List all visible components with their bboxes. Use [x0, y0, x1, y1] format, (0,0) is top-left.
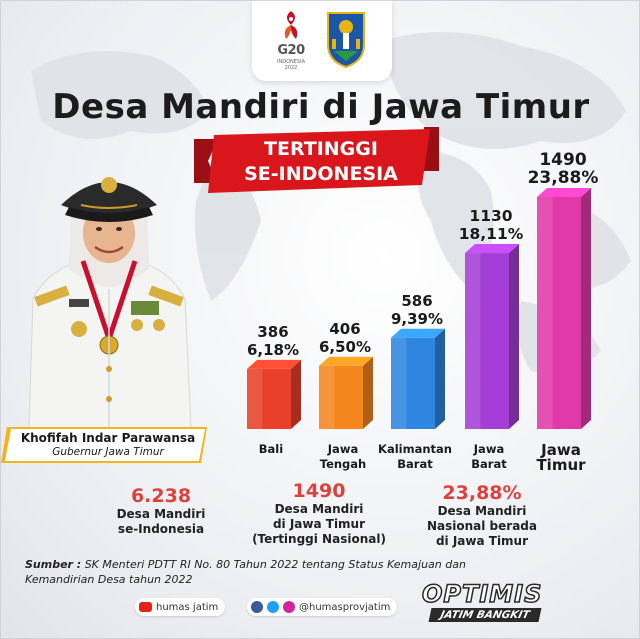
category-label-2-1: Barat	[397, 457, 433, 471]
bar-highlight-1	[319, 365, 335, 429]
stat-3-line-3: di Jawa Timur	[435, 534, 529, 548]
bar-highlight-3	[465, 253, 481, 429]
logo-card: G20 INDONESIA 2022	[252, 1, 392, 81]
category-label-3-1: Barat	[471, 457, 507, 471]
stat-1-line-1: Desa Mandiri	[116, 507, 206, 521]
bar-1	[319, 365, 363, 429]
youtube-handle: humas jatim	[156, 601, 219, 613]
social-pill[interactable]: @humasprovjatim	[247, 598, 398, 616]
bar-value-label-0: 386	[257, 323, 288, 341]
bar-top-2	[391, 328, 445, 338]
source-text: SK Menteri PDTT RI No. 80 Tahun 2022 ten…	[25, 558, 466, 586]
person-role: Gubernur Jawa Timur	[52, 446, 164, 458]
bar-value-label-3: 1130	[469, 207, 512, 225]
bar-side-2	[435, 328, 445, 429]
bar-percent-label-0: 6,18%	[247, 341, 299, 359]
youtube-link[interactable]: humas jatim	[135, 598, 226, 616]
social-handle: @humasprovjatim	[299, 601, 391, 613]
ribbon-text: TERTINGGI SE-INDONESIA	[221, 137, 421, 187]
bar-4	[537, 197, 581, 429]
bar-top-3	[465, 244, 519, 254]
bar-percent-label-2: 9,39%	[391, 310, 443, 328]
ribbon-line-2: SE-INDONESIA	[244, 163, 398, 185]
bar-percent-label-1: 6,50%	[319, 338, 371, 356]
bar-3	[465, 253, 509, 429]
bar-side-3	[509, 244, 519, 429]
person-name: Khofifah Indar Parawansa	[20, 431, 196, 445]
bar-value-label-2: 586	[401, 292, 432, 310]
bar-top-4	[537, 188, 591, 197]
bar-0	[247, 368, 291, 429]
bar-side-4	[581, 188, 591, 429]
category-label-1-1: Tengah	[320, 457, 366, 471]
stat-1-text: Desa Mandiri se-Indonesia	[101, 507, 221, 537]
twitter-icon	[267, 601, 279, 613]
governor-portrait	[28, 177, 192, 429]
bar-top-0	[247, 359, 301, 369]
g20-sub-year: 2022	[284, 65, 298, 71]
page-title: Desa Mandiri di Jawa Timur	[52, 87, 590, 127]
category-label-2-0: Kalimantan	[378, 442, 452, 456]
tagline-sub: JATIM BANGKIT	[428, 608, 542, 622]
stat-2-line-1: Desa Mandiri	[274, 502, 364, 516]
bar-2	[391, 337, 435, 429]
source-label: Sumber :	[25, 558, 82, 571]
name-tag-banner	[1, 427, 207, 463]
category-label-0-0: Bali	[259, 442, 283, 456]
stat-3-line-2: Nasional berada	[426, 519, 537, 533]
bar-highlight-2	[391, 337, 407, 429]
jatim-emblem-icon	[327, 12, 365, 69]
facebook-icon	[251, 601, 263, 613]
stat-1-value: 6.238	[130, 485, 192, 507]
stat-3-line-1: Desa Mandiri	[437, 504, 527, 518]
stat-2-value: 1490	[292, 480, 346, 502]
instagram-icon	[283, 601, 295, 613]
bar-value-label-4: 1490	[539, 150, 586, 170]
ribbon-banner	[194, 127, 439, 193]
g20-label: G20	[277, 43, 305, 58]
bar-percent-label-4: 23,88%	[528, 168, 599, 188]
tagline-main: OPTIMIS	[421, 579, 543, 609]
bar-side-1	[363, 356, 373, 429]
g20-emblem-icon	[284, 11, 298, 39]
category-label-4-0: Jawa	[540, 441, 581, 459]
stat-2-text: Desa Mandiri di Jawa Timur (Tertinggi Na…	[249, 502, 389, 547]
g20-sub-country: INDONESIA	[277, 59, 305, 65]
source-note: Sumber : SK Menteri PDTT RI No. 80 Tahun…	[25, 557, 495, 587]
stat-3-value: 23,88%	[442, 482, 522, 504]
bar-value-label-1: 406	[329, 320, 360, 338]
category-label-3-0: Jawa	[473, 442, 504, 456]
youtube-icon	[139, 602, 152, 612]
g20-logo: G20 INDONESIA 2022	[266, 7, 316, 73]
tagline-logo: OPTIMIS JATIM BANGKIT	[421, 579, 543, 626]
bar-highlight-0	[247, 368, 263, 429]
category-label-1-0: Jawa	[327, 442, 358, 456]
bar-percent-label-3: 18,11%	[459, 225, 524, 243]
youtube-pill[interactable]: humas jatim	[135, 598, 226, 616]
bar-top-1	[319, 356, 373, 366]
social-links[interactable]: @humasprovjatim	[247, 598, 398, 616]
bar-highlight-4	[537, 197, 553, 429]
stat-1-line-2: se-Indonesia	[117, 522, 205, 536]
category-label-4-1: Timur	[536, 456, 586, 474]
stat-2-line-3: (Tertinggi Nasional)	[252, 532, 386, 546]
bar-side-0	[291, 359, 301, 429]
ribbon-line-1: TERTINGGI	[264, 138, 378, 160]
g20-subtitle: INDONESIA 2022	[266, 59, 316, 71]
stat-3-text: Desa Mandiri Nasional berada di Jawa Tim…	[407, 504, 557, 549]
stat-2-line-2: di Jawa Timur	[272, 517, 366, 531]
